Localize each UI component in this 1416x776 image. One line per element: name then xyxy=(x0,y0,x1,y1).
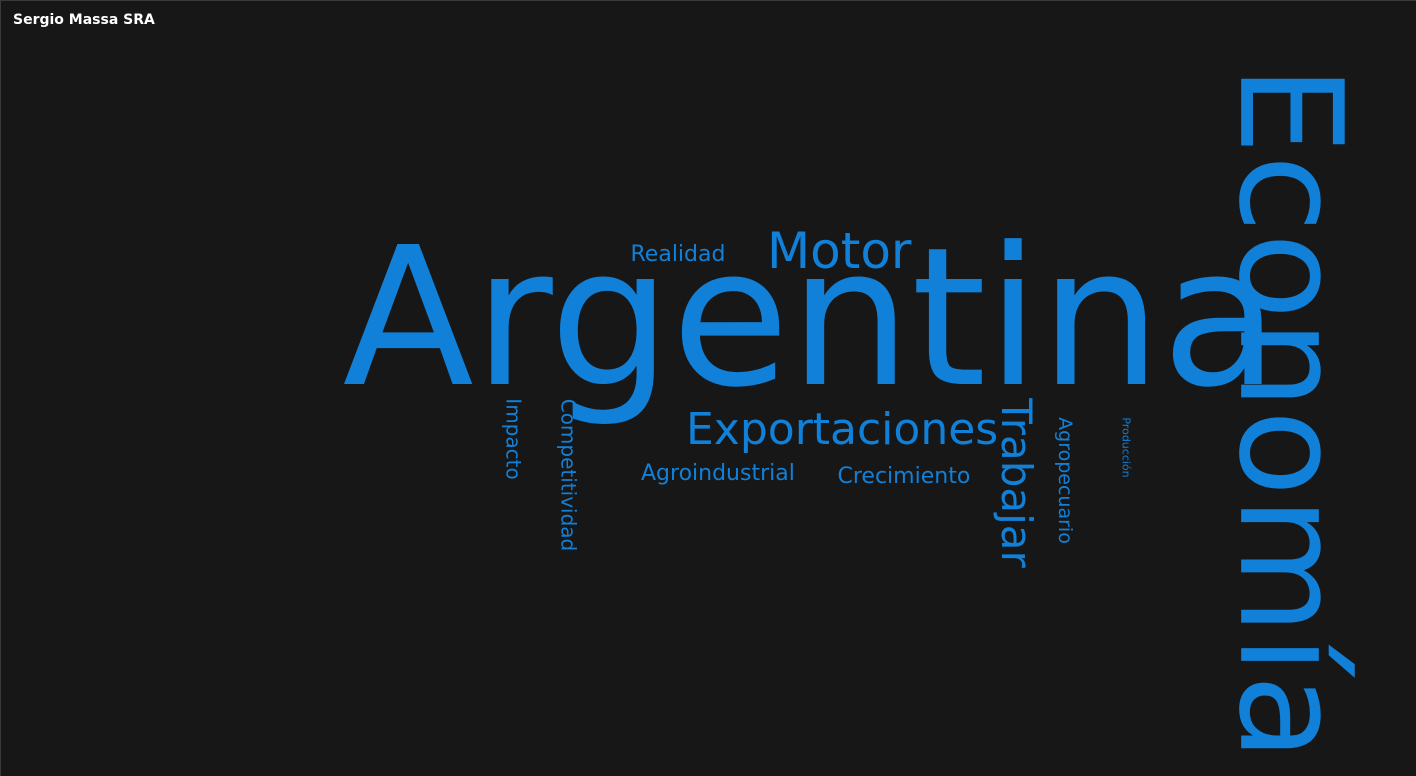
word-argentina: Argentina xyxy=(342,207,1280,430)
word-competitividad: Competitividad xyxy=(555,398,580,552)
panel-title: Sergio Massa SRA xyxy=(13,12,155,28)
word-agroindustrial: Agroindustrial xyxy=(641,461,795,486)
word-economia: Economía xyxy=(1207,64,1373,762)
word-agropecuario: Agropecuario xyxy=(1053,416,1076,544)
word-trabajar: Trabajar xyxy=(991,398,1041,568)
word-produccion: Producción xyxy=(1119,416,1133,478)
word-motor: Motor xyxy=(767,222,912,280)
word-realidad: Realidad xyxy=(630,242,726,267)
word-exportaciones: Exportaciones xyxy=(686,404,999,455)
word-crecimiento: Crecimiento xyxy=(837,464,971,489)
word-impacto: Impacto xyxy=(501,398,526,480)
